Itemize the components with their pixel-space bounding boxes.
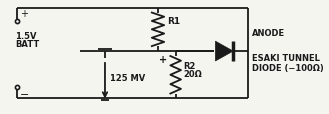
Text: DIODE (−100Ω): DIODE (−100Ω) xyxy=(252,63,323,72)
Text: −: − xyxy=(20,89,30,99)
Text: 1.5V: 1.5V xyxy=(15,32,36,41)
Text: BATT: BATT xyxy=(15,40,39,49)
Text: ESAKI TUNNEL: ESAKI TUNNEL xyxy=(252,54,319,62)
Text: +: + xyxy=(20,9,28,19)
Text: 125 MV: 125 MV xyxy=(110,73,145,82)
Text: +: + xyxy=(159,55,167,64)
Text: ANODE: ANODE xyxy=(252,29,285,38)
Text: 20Ω: 20Ω xyxy=(184,69,202,78)
Text: R1: R1 xyxy=(167,16,180,25)
Polygon shape xyxy=(215,42,233,61)
Text: R2: R2 xyxy=(184,61,196,70)
